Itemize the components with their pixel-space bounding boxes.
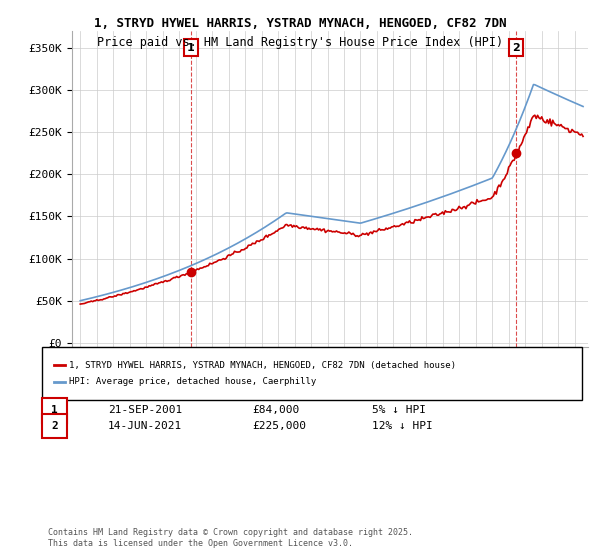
- Text: 1: 1: [187, 43, 195, 53]
- Text: Price paid vs. HM Land Registry's House Price Index (HPI): Price paid vs. HM Land Registry's House …: [97, 36, 503, 49]
- Text: 1, STRYD HYWEL HARRIS, YSTRAD MYNACH, HENGOED, CF82 7DN: 1, STRYD HYWEL HARRIS, YSTRAD MYNACH, HE…: [94, 17, 506, 30]
- Text: 2: 2: [51, 421, 58, 431]
- Text: 12% ↓ HPI: 12% ↓ HPI: [372, 421, 433, 431]
- Text: HPI: Average price, detached house, Caerphilly: HPI: Average price, detached house, Caer…: [69, 377, 316, 386]
- Text: £84,000: £84,000: [252, 405, 299, 415]
- Text: 5% ↓ HPI: 5% ↓ HPI: [372, 405, 426, 415]
- Text: 14-JUN-2021: 14-JUN-2021: [108, 421, 182, 431]
- Text: £225,000: £225,000: [252, 421, 306, 431]
- Text: 1: 1: [51, 405, 58, 415]
- Text: 2: 2: [512, 43, 520, 53]
- Text: 1, STRYD HYWEL HARRIS, YSTRAD MYNACH, HENGOED, CF82 7DN (detached house): 1, STRYD HYWEL HARRIS, YSTRAD MYNACH, HE…: [69, 361, 456, 370]
- Text: 21-SEP-2001: 21-SEP-2001: [108, 405, 182, 415]
- Text: Contains HM Land Registry data © Crown copyright and database right 2025.
This d: Contains HM Land Registry data © Crown c…: [48, 528, 413, 548]
